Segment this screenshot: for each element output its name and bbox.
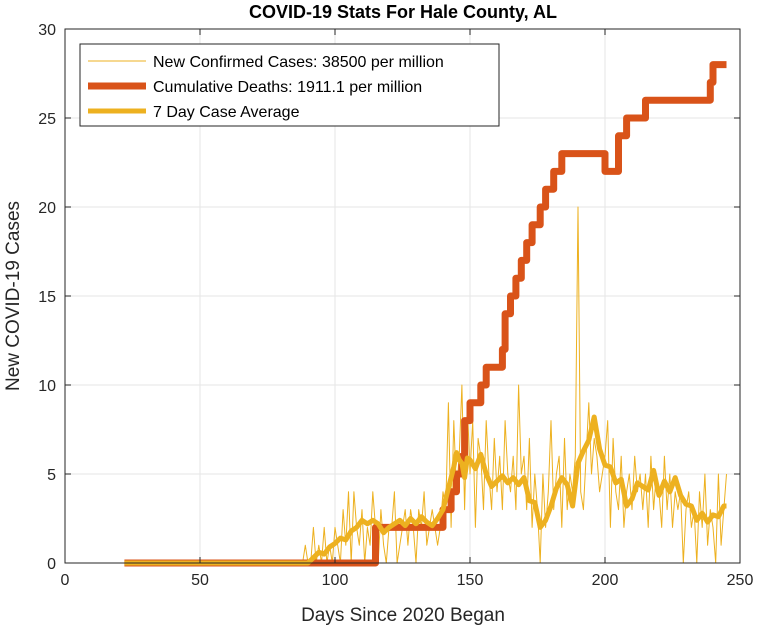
legend-label-2: 7 Day Case Average (153, 104, 300, 121)
x-tick-label: 0 (61, 572, 70, 589)
y-tick-label: 25 (38, 111, 56, 128)
y-axis-label: New COVID-19 Cases (3, 201, 24, 391)
legend-label-0: New Confirmed Cases: 38500 per million (153, 54, 444, 71)
legend: New Confirmed Cases: 38500 per million Cu… (79, 43, 500, 127)
y-tick-label: 0 (47, 556, 56, 573)
x-tick-label: 150 (457, 572, 484, 589)
y-tick-label: 5 (47, 467, 56, 484)
y-tick-label: 20 (38, 200, 56, 217)
legend-box (79, 43, 500, 127)
x-tick-label: 100 (322, 572, 349, 589)
x-tick-label: 250 (727, 572, 754, 589)
x-tick-label: 50 (191, 572, 209, 589)
y-tick-label: 15 (38, 289, 56, 306)
legend-label-1: Cumulative Deaths: 1911.1 per million (153, 79, 422, 96)
x-tick-label: 200 (592, 572, 619, 589)
series-line-0 (124, 206, 727, 564)
series-line-2 (124, 414, 727, 566)
series-layer (124, 61, 727, 567)
y-tick-label: 10 (38, 378, 56, 395)
chart-title: COVID-19 Stats For Hale County, AL (249, 2, 557, 22)
y-tick-label: 30 (38, 22, 56, 39)
x-axis-label: Days Since 2020 Began (301, 605, 505, 626)
ticks: 0 50 100 150 200 250 0 5 10 15 20 25 30 (38, 22, 753, 589)
